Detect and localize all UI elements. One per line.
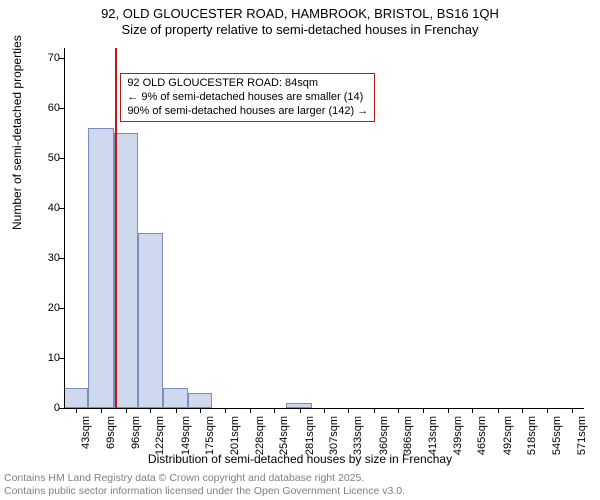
histogram-bar [114,133,138,408]
histogram-bar [163,388,188,408]
title-line-1: 92, OLD GLOUCESTER ROAD, HAMBROOK, BRIST… [0,6,600,22]
x-tick-label: 149sqm [180,416,192,455]
x-tick [448,408,449,413]
x-tick-label: 360sqm [378,416,390,455]
x-tick-label: 69sqm [105,416,117,449]
footer-attribution: Contains HM Land Registry data © Crown c… [4,472,405,498]
annotation-line-1: 92 OLD GLOUCESTER ROAD: 84sqm [127,77,368,91]
y-axis-line [64,48,65,408]
y-tick-label: 0 [32,402,60,414]
x-tick [498,408,499,413]
footer-line-1: Contains HM Land Registry data © Crown c… [4,472,405,485]
y-tick-label: 20 [32,302,60,314]
x-tick [274,408,275,413]
y-tick-label: 50 [32,152,60,164]
histogram-bar [64,388,88,408]
x-tick-label: 96sqm [130,416,142,449]
chart-title-block: 92, OLD GLOUCESTER ROAD, HAMBROOK, BRIST… [0,0,600,39]
x-tick [398,408,399,413]
x-tick-label: 175sqm [204,416,216,455]
histogram-bar [188,393,212,408]
annotation-line-3: 90% of semi-detached houses are larger (… [127,105,368,119]
x-tick [101,408,102,413]
x-tick-label: 307sqm [328,416,340,455]
marker-line [115,48,117,408]
x-tick-label: 386sqm [402,416,414,455]
x-tick [374,408,375,413]
x-tick [176,408,177,413]
x-tick-label: 492sqm [502,416,514,455]
x-tick [522,408,523,413]
x-tick-label: 43sqm [80,416,92,449]
x-tick-label: 413sqm [427,416,439,455]
x-tick-label: 281sqm [304,416,316,455]
x-tick-label: 122sqm [154,416,166,455]
histogram-bar [138,233,162,408]
annotation-line-2: ← 9% of semi-detached houses are smaller… [127,91,368,105]
x-tick-label: 333sqm [352,416,364,455]
x-tick-label: 439sqm [452,416,464,455]
y-axis-label: Number of semi-detached properties [10,35,24,230]
x-tick [472,408,473,413]
x-tick [126,408,127,413]
y-tick-label: 10 [32,352,60,364]
x-tick-label: 571sqm [576,416,588,455]
x-tick [547,408,548,413]
x-tick [225,408,226,413]
y-tick-label: 30 [32,252,60,264]
footer-line-2: Contains public sector information licen… [4,485,405,498]
y-tick-label: 60 [32,102,60,114]
y-tick-label: 40 [32,202,60,214]
x-tick [150,408,151,413]
histogram-bar [88,128,113,408]
annotation-box: 92 OLD GLOUCESTER ROAD: 84sqm← 9% of sem… [120,73,375,122]
x-tick [300,408,301,413]
x-tick-label: 254sqm [278,416,290,455]
x-tick [572,408,573,413]
x-tick-label: 545sqm [551,416,563,455]
x-tick-label: 465sqm [476,416,488,455]
x-tick-label: 518sqm [526,416,538,455]
x-tick-label: 228sqm [254,416,266,455]
x-tick-label: 201sqm [229,416,241,455]
x-tick [250,408,251,413]
x-tick [200,408,201,413]
title-line-2: Size of property relative to semi-detach… [0,22,600,38]
x-tick [423,408,424,413]
x-tick [324,408,325,413]
x-axis-label: Distribution of semi-detached houses by … [0,452,600,466]
x-tick [76,408,77,413]
x-tick [348,408,349,413]
y-tick-label: 70 [32,52,60,64]
chart-plot-area: 92 OLD GLOUCESTER ROAD: 84sqm← 9% of sem… [64,48,584,408]
